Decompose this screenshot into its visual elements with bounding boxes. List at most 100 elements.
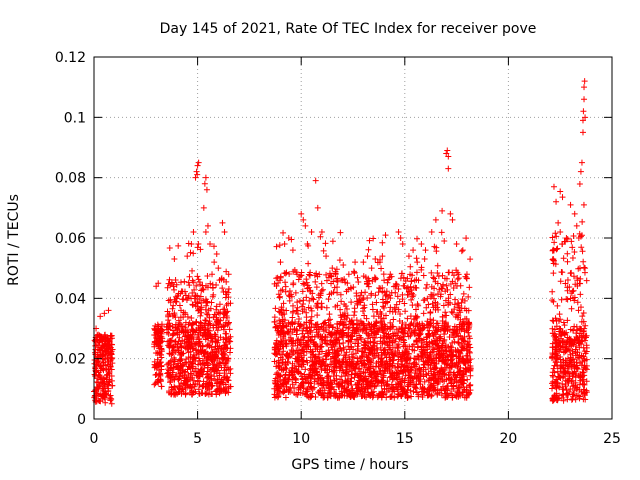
roti-point	[370, 339, 377, 346]
roti-point	[302, 222, 309, 229]
roti-point	[323, 375, 330, 382]
roti-point	[582, 334, 589, 341]
roti-point	[363, 330, 370, 337]
roti-point	[439, 207, 446, 214]
roti-point	[549, 351, 556, 358]
roti-point	[377, 344, 384, 351]
roti-point	[212, 353, 219, 360]
roti-point	[103, 374, 110, 381]
roti-point	[347, 284, 354, 291]
roti-point	[177, 279, 184, 286]
roti-point	[322, 240, 329, 247]
roti-point	[182, 368, 189, 375]
roti-point	[282, 283, 289, 290]
roti-point	[319, 286, 326, 293]
roti-point	[184, 377, 191, 384]
roti-point	[553, 233, 560, 240]
x-tick-label: 25	[603, 431, 621, 447]
roti-point	[192, 388, 199, 395]
roti-point	[362, 326, 369, 333]
roti-point	[442, 342, 449, 349]
roti-point	[327, 380, 334, 387]
roti-point	[338, 373, 345, 380]
roti-point	[299, 327, 306, 334]
roti-point	[276, 365, 283, 372]
roti-point	[294, 391, 301, 398]
roti-point	[189, 381, 196, 388]
roti-point	[458, 248, 465, 255]
roti-point	[173, 281, 180, 288]
roti-point	[557, 353, 564, 360]
roti-point	[185, 279, 192, 286]
roti-point	[283, 383, 290, 390]
roti-point	[375, 313, 382, 320]
roti-point	[293, 326, 300, 333]
roti-point	[433, 244, 440, 251]
roti-point	[439, 285, 446, 292]
roti-point	[278, 338, 285, 345]
roti-point	[195, 307, 202, 314]
roti-point	[467, 363, 474, 370]
roti-point	[549, 256, 556, 263]
roti-point	[226, 349, 233, 356]
roti-point	[379, 323, 386, 330]
roti-point	[366, 365, 373, 372]
roti-point	[441, 378, 448, 385]
roti-point	[375, 371, 382, 378]
roti-point	[381, 332, 388, 339]
roti-point	[402, 364, 409, 371]
roti-point	[554, 245, 561, 252]
roti-point	[277, 273, 284, 280]
roti-point	[459, 322, 466, 329]
roti-point	[212, 331, 219, 338]
roti-point	[292, 289, 299, 296]
roti-point	[280, 343, 287, 350]
roti-point	[271, 358, 278, 365]
roti-point	[182, 319, 189, 326]
roti-point	[288, 351, 295, 358]
roti-point	[322, 350, 329, 357]
roti-point	[324, 366, 331, 373]
roti-point	[211, 368, 218, 375]
roti-point	[191, 368, 198, 375]
roti-point	[307, 336, 314, 343]
roti-point	[282, 288, 289, 295]
roti-point	[295, 363, 302, 370]
roti-point	[317, 344, 324, 351]
roti-point	[151, 361, 158, 368]
roti-point	[578, 244, 585, 251]
roti-point	[582, 322, 589, 329]
roti-point	[463, 394, 470, 401]
roti-point	[363, 353, 370, 360]
roti-point	[456, 354, 463, 361]
roti-point	[157, 372, 164, 379]
roti-point	[440, 302, 447, 309]
roti-point	[465, 293, 472, 300]
roti-point	[171, 255, 178, 262]
roti-point	[414, 259, 421, 266]
roti-point	[201, 180, 208, 187]
roti-point	[408, 278, 415, 285]
roti-point	[454, 300, 461, 307]
roti-point	[289, 329, 296, 336]
roti-point	[304, 330, 311, 337]
roti-point	[579, 248, 586, 255]
roti-point	[570, 382, 577, 389]
roti-point	[553, 198, 560, 205]
roti-point	[210, 291, 217, 298]
roti-point	[465, 324, 472, 331]
roti-point	[436, 337, 443, 344]
roti-point	[582, 350, 589, 357]
roti-point	[425, 370, 432, 377]
roti-point	[352, 327, 359, 334]
roti-point	[197, 246, 204, 253]
roti-point	[316, 357, 323, 364]
roti-point	[455, 360, 462, 367]
roti-point	[343, 288, 350, 295]
roti-point	[403, 285, 410, 292]
roti-point	[272, 305, 279, 312]
roti-point	[303, 388, 310, 395]
roti-point	[216, 301, 223, 308]
roti-point	[370, 235, 377, 242]
roti-point	[321, 319, 328, 326]
